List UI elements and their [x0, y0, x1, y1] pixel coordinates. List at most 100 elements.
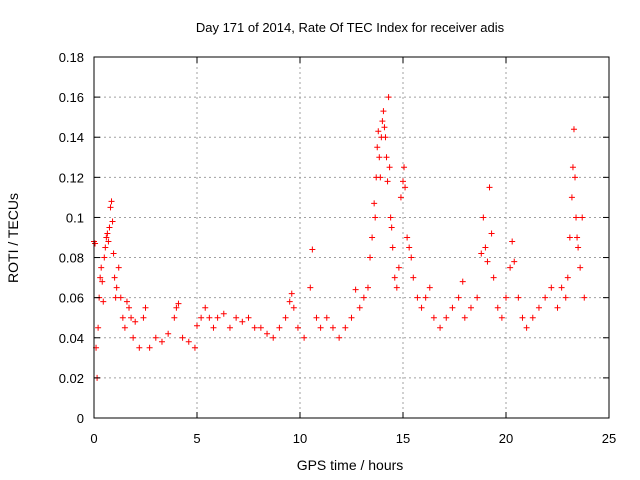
data-point — [455, 294, 462, 301]
data-point — [449, 304, 456, 311]
y-tick-label: 0.06 — [59, 291, 84, 306]
data-point — [104, 230, 111, 237]
x-tick-label: 5 — [193, 431, 200, 446]
data-point — [100, 298, 107, 305]
y-tick-label: 0.04 — [59, 331, 84, 346]
data-point — [386, 164, 393, 171]
data-point — [128, 314, 135, 321]
data-point — [179, 334, 186, 341]
data-point — [562, 294, 569, 301]
data-point — [400, 178, 406, 185]
data-point — [388, 224, 395, 231]
y-tick-label: 0.18 — [59, 50, 84, 65]
data-point — [146, 344, 153, 351]
data-point — [375, 128, 382, 135]
data-point — [581, 294, 588, 301]
data-point — [171, 314, 178, 321]
data-point — [158, 338, 165, 345]
data-point — [377, 174, 384, 181]
data-point — [110, 250, 117, 257]
data-point — [264, 330, 271, 337]
data-point — [573, 214, 580, 221]
data-point — [566, 234, 573, 241]
data-point — [382, 134, 389, 141]
data-point — [276, 324, 283, 331]
data-point — [402, 184, 409, 191]
y-tick-label: 0.12 — [59, 170, 84, 185]
data-point — [367, 254, 374, 261]
data-point — [214, 314, 221, 321]
data-point — [575, 244, 582, 251]
data-point — [301, 334, 308, 341]
data-point — [336, 334, 343, 341]
x-tick-label: 25 — [602, 431, 616, 446]
data-point — [123, 298, 130, 305]
data-point — [507, 264, 514, 271]
data-point — [348, 314, 355, 321]
data-point — [515, 294, 522, 301]
data-points — [91, 94, 588, 381]
data-point — [101, 254, 108, 261]
data-point — [393, 284, 400, 291]
data-point — [503, 294, 509, 301]
data-point — [294, 324, 301, 331]
data-point — [410, 274, 417, 281]
data-point — [379, 118, 386, 125]
data-point — [391, 274, 398, 281]
data-point — [381, 124, 388, 131]
data-point — [572, 174, 579, 181]
data-point — [474, 294, 481, 301]
data-point — [372, 214, 379, 221]
y-tick-label: 0.08 — [59, 251, 84, 266]
data-point — [574, 234, 581, 241]
chart-title: Day 171 of 2014, Rate Of TEC Index for r… — [196, 20, 505, 35]
data-point — [554, 304, 561, 311]
data-point — [191, 344, 198, 351]
data-point — [467, 304, 474, 311]
data-point — [529, 314, 536, 321]
data-point — [437, 324, 444, 331]
data-point — [569, 164, 576, 171]
data-point — [383, 154, 390, 161]
data-point — [290, 304, 297, 311]
data-point — [103, 234, 110, 241]
data-point — [523, 324, 530, 331]
data-point — [99, 278, 106, 285]
data-point — [136, 344, 143, 351]
data-point — [206, 314, 213, 321]
y-tick-label: 0 — [77, 411, 84, 426]
data-point — [307, 284, 314, 291]
data-point — [535, 304, 542, 311]
data-point — [342, 324, 349, 331]
data-point — [387, 214, 394, 221]
y-tick-label: 0.1 — [66, 210, 84, 225]
data-point — [313, 314, 320, 321]
data-point — [478, 250, 485, 257]
x-axis-label: GPS time / hours — [297, 457, 404, 473]
data-point — [579, 214, 586, 221]
data-point — [371, 200, 378, 207]
plot-frame — [93, 56, 610, 419]
data-point — [404, 234, 411, 241]
data-point — [309, 246, 316, 253]
data-point — [364, 284, 371, 291]
data-point — [577, 264, 584, 271]
data-point — [384, 178, 391, 185]
data-point — [494, 304, 501, 311]
data-point — [568, 194, 575, 201]
data-point — [542, 294, 549, 301]
data-point — [558, 284, 565, 291]
data-point — [194, 322, 200, 329]
data-point — [130, 334, 137, 341]
data-point — [115, 264, 122, 271]
data-point — [480, 214, 487, 221]
data-point — [570, 126, 577, 133]
data-point — [112, 294, 119, 301]
data-point — [430, 314, 437, 321]
data-point — [109, 218, 116, 225]
data-point — [111, 274, 118, 281]
x-tick-label: 20 — [499, 431, 513, 446]
data-point — [406, 244, 413, 251]
data-point — [282, 314, 289, 321]
